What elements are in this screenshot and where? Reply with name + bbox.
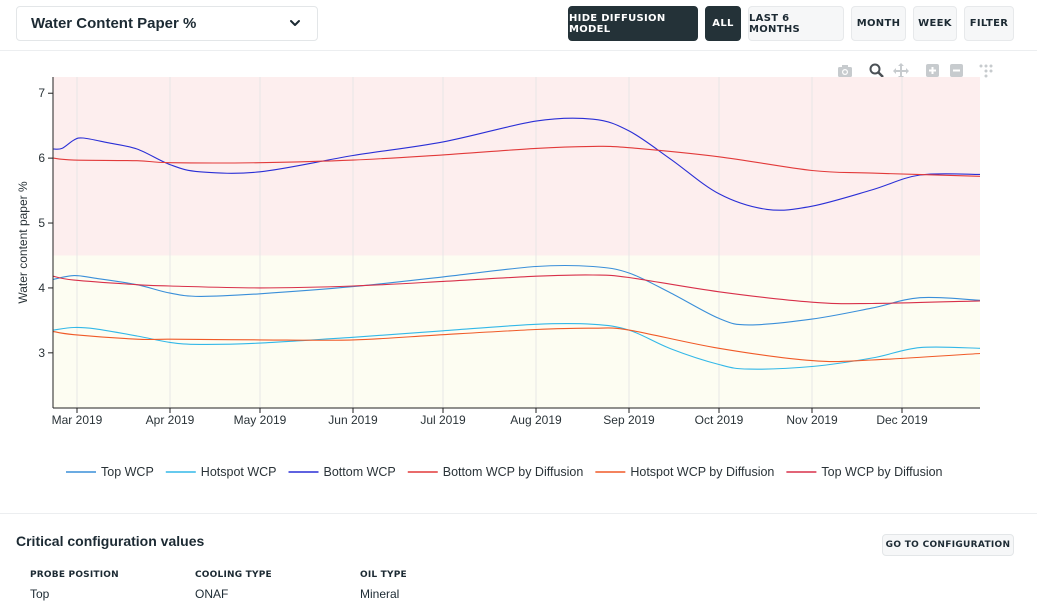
x-tick-label-1: Apr 2019 xyxy=(146,413,195,427)
series-line-hotspot-wcp-by-diffusion[interactable] xyxy=(52,327,981,363)
threshold-band-1 xyxy=(53,255,980,408)
range-month-button[interactable]: MONTH xyxy=(851,6,906,41)
critical-config-title: Critical configuration values xyxy=(16,533,205,549)
series-line-bottom-wcp[interactable] xyxy=(52,117,981,211)
config-label-oil-type: OIL TYPE xyxy=(360,570,407,580)
hide-diffusion-model-button[interactable]: HIDE DIFFUSION MODEL xyxy=(568,6,698,41)
x-tick-label-2: May 2019 xyxy=(234,413,287,427)
x-tick-label-7: Oct 2019 xyxy=(695,413,744,427)
legend-label-5: Top WCP by Diffusion xyxy=(821,465,942,479)
autoscale-icon[interactable] xyxy=(979,64,993,78)
threshold-bands xyxy=(53,77,980,408)
section-divider xyxy=(0,513,1037,514)
y-tick-label-3: 6 xyxy=(38,151,45,165)
x-tick-label-6: Sep 2019 xyxy=(603,413,655,427)
range-last-6-months-button[interactable]: LAST 6 MONTHS xyxy=(748,6,844,41)
water-content-chart[interactable]: 3 4 5 6 7 Mar 2019 Apr 2019 May 2019 Jun 2019 Ju… xyxy=(0,52,1037,512)
series-line-top-wcp-by-diffusion[interactable] xyxy=(52,274,981,305)
y-tick-label-0: 3 xyxy=(38,346,45,360)
range-week-button[interactable]: WEEK xyxy=(913,6,957,41)
y-tick-label-1: 4 xyxy=(38,281,45,295)
legend-item-hotspot-wcp-by-diffusion[interactable]: Hotspot WCP by Diffusion xyxy=(595,465,774,479)
config-value-oil-type: Mineral xyxy=(360,587,400,601)
pan-icon[interactable] xyxy=(893,63,909,79)
x-tick-label-3: Jun 2019 xyxy=(328,413,378,427)
go-to-configuration-button[interactable]: GO TO CONFIGURATION xyxy=(882,534,1014,556)
x-tick-label-9: Dec 2019 xyxy=(876,413,928,427)
filter-button[interactable]: FILTER xyxy=(964,6,1014,41)
zoom-out-icon[interactable] xyxy=(950,64,963,77)
legend-item-top-wcp-by-diffusion[interactable]: Top WCP by Diffusion xyxy=(786,465,943,479)
y-tick-label-4: 7 xyxy=(38,86,45,100)
series-line-bottom-wcp-by-diffusion[interactable] xyxy=(52,145,981,177)
camera-icon[interactable] xyxy=(838,65,852,77)
legend-item-hotspot-wcp[interactable]: Hotspot WCP xyxy=(165,465,277,479)
legend-item-top-wcp[interactable]: Top WCP xyxy=(66,465,154,479)
zoom-icon[interactable] xyxy=(869,63,884,78)
config-label-probe-position: PROBE POSITION xyxy=(30,570,119,580)
x-tick-label-8: Nov 2019 xyxy=(786,413,838,427)
grid-lines xyxy=(76,77,903,408)
config-label-cooling-type: COOLING TYPE xyxy=(195,570,272,580)
x-tick-labels: Mar 2019 Apr 2019 May 2019 Jun 2019 Jul 2019… xyxy=(52,408,928,427)
x-tick-label-5: Aug 2019 xyxy=(510,413,562,427)
chart-modebar xyxy=(838,63,993,79)
metric-select-value: Water Content Paper % xyxy=(31,15,197,32)
metric-select[interactable]: Water Content Paper % xyxy=(16,6,318,41)
threshold-band-0 xyxy=(53,77,980,256)
range-all-button[interactable]: ALL xyxy=(705,6,741,41)
config-value-probe-position: Top xyxy=(30,587,50,601)
chevron-down-icon xyxy=(290,20,300,26)
legend-label-0: Top WCP xyxy=(101,465,154,479)
top-bar: Water Content Paper % HIDE DIFFUSION MOD… xyxy=(0,0,1037,51)
config-value-cooling-type: ONAF xyxy=(195,587,229,601)
y-tick-label-2: 5 xyxy=(38,216,45,230)
y-axis-label: Water content paper % xyxy=(16,181,30,304)
x-tick-label-0: Mar 2019 xyxy=(52,413,103,427)
zoom-in-icon[interactable] xyxy=(926,64,939,77)
series-lines xyxy=(52,117,981,370)
legend-item-bottom-wcp[interactable]: Bottom WCP xyxy=(288,465,396,479)
series-line-hotspot-wcp[interactable] xyxy=(52,322,981,370)
legend-item-bottom-wcp-by-diffusion[interactable]: Bottom WCP by Diffusion xyxy=(407,465,584,479)
legend-label-1: Hotspot WCP xyxy=(201,465,277,479)
legend-label-3: Bottom WCP by Diffusion xyxy=(443,465,584,479)
y-tick-labels: 3 4 5 6 7 xyxy=(38,86,53,360)
legend: Top WCP Hotspot WCP Bottom WCP Bottom WCP b… xyxy=(66,465,943,479)
legend-label-4: Hotspot WCP by Diffusion xyxy=(630,465,774,479)
legend-label-2: Bottom WCP xyxy=(324,465,396,479)
x-tick-label-4: Jul 2019 xyxy=(420,413,466,427)
